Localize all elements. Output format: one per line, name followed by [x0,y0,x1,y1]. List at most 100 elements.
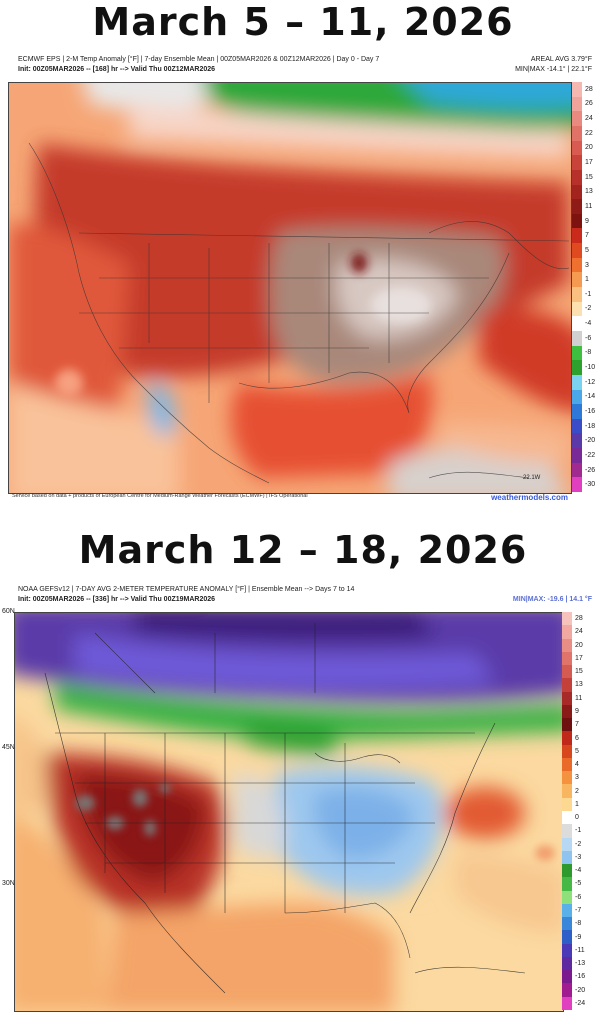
ecmwf-colorbar-label: 13 [585,188,593,196]
ecmwf-min-max: MIN|MAX -14.1° | 22.1°F [515,66,592,73]
ecmwf-colorbar-swatch [572,345,582,361]
ecmwf-colorbar-swatch [572,213,582,229]
ecmwf-colorbar-label: -18 [585,422,596,430]
gefs-colorbar-label: 17 [575,654,583,662]
ecmwf-colorbar-label: 20 [585,144,593,152]
gefs-colorbar-label: -11 [575,946,585,954]
ecmwf-colorbar-swatch [572,96,582,112]
gefs-colorbar-swatch [562,718,572,732]
ecmwf-colorbar-swatch [572,272,582,288]
gefs-colorbar-label: 13 [575,681,583,689]
gefs-colorbar-swatch [562,665,572,679]
gefs-colorbar-swatch [562,890,572,905]
week2-title: March 12 – 18, 2026 [78,528,528,572]
gefs-colorbar-label: 20 [575,641,583,649]
gefs-colorbar-swatch [562,638,572,653]
gefs-colorbar-swatch [562,850,572,865]
gefs-colorbar: 28 24 20 17 15 13 11 9 7 6 5 4 3 2 1 0 -1 -2 -3 -4 -5 -6 -7 -8 -… [562,612,602,1011]
ecmwf-colorbar-label: -22 [585,451,596,459]
ecmwf-colorbar-label: -10 [585,364,596,372]
gefs-colorbar-label: 15 [575,668,583,676]
gefs-colorbar-swatch [562,704,572,719]
gefs-colorbar-swatch [562,864,572,878]
gefs-colorbar-label: 24 [575,628,583,636]
gefs-colorbar-swatch [562,811,572,825]
gefs-colorbar-label: 28 [575,615,583,623]
gefs-colorbar-label: -8 [575,920,582,928]
ecmwf-colorbar-label: 17 [585,159,593,167]
gefs-colorbar-swatch [562,612,572,626]
ecmwf-areal-avg: AREAL AVG 3.79°F [530,56,592,63]
ecmwf-header-line2: Init: 00Z05MAR2026 -- [168] hr --> Valid… [18,66,216,73]
gefs-colorbar-swatch [562,930,572,945]
gefs-panel: NOAA GEFSv12 | 7-DAY AVG 2-METER TEMPERA… [2,580,602,1012]
ecmwf-colorbar-swatch [572,184,582,200]
gefs-colorbar-label: -2 [575,840,582,848]
ecmwf-colorbar-swatch [572,374,582,390]
ecmwf-panel: ECMWF EPS | 2-M Temp Anomaly [°F] | 7-da… [4,50,602,505]
gefs-colorbar-label: -4 [575,867,582,875]
gefs-colorbar-label: -24 [575,999,586,1007]
ecmwf-colorbar-swatch [572,125,582,142]
ecmwf-colorbar-swatch [572,287,582,303]
gefs-colorbar-swatch [562,771,572,785]
ecmwf-colorbar-label: -14 [585,393,596,401]
gefs-colorbar-label: 2 [575,787,579,795]
ecmwf-colorbar-swatch [572,462,582,478]
ecmwf-colorbar-swatch [572,389,582,405]
gefs-colorbar-label: -3 [575,853,582,861]
ecmwf-colorbar-label: -12 [585,378,596,386]
ecmwf-colorbar-label: 28 [585,85,593,93]
gefs-colorbar-swatch [562,837,572,852]
gefs-colorbar-label: 5 [575,747,579,755]
ecmwf-colorbar-label: 5 [585,246,589,254]
ecmwf-colorbar-label: -2 [585,305,592,313]
ecmwf-colorbar-swatch [572,404,582,420]
gefs-colorbar-label: -1 [575,827,582,835]
ecmwf-colorbar-label: -1 [585,290,592,298]
ecmwf-colorbar-swatch [572,433,582,449]
gefs-colorbar-swatch [562,744,572,759]
ecmwf-colorbar-label: 1 [585,276,589,284]
ecmwf-colorbar-label: -16 [585,407,596,415]
ecmwf-colorbar-swatch [572,155,582,171]
ecmwf-colorbar-label: -4 [585,320,592,328]
gefs-colorbar-swatch [562,943,572,958]
gefs-colorbar-swatch [562,691,572,706]
ecmwf-colorbar-swatch [572,257,582,273]
ecmwf-colorbar-label: -30 [585,481,596,489]
gefs-colorbar-swatch [562,651,572,666]
ecmwf-colorbar-label: 24 [585,115,593,123]
ecmwf-colorbar-swatch [572,140,582,156]
ecmwf-colorbar-label: 9 [585,217,589,225]
ecmwf-colorbar-swatch [572,418,582,434]
gefs-colorbar-label: -7 [575,907,582,914]
ecmwf-colorbar-swatch [572,169,582,185]
gefs-colorbar-swatch [562,784,572,799]
gefs-colorbar-label: -16 [575,973,586,981]
ecmwf-colorbar-swatch [572,448,582,464]
lat-label-30n: 30N [2,880,15,887]
ecmwf-colorbar-swatch [572,111,582,127]
ecmwf-colorbar-swatch [572,301,582,317]
ecmwf-colorbar-swatch [572,477,582,493]
gefs-colorbar-swatch [562,757,572,772]
gefs-header-line1: NOAA GEFSv12 | 7-DAY AVG 2-METER TEMPERA… [18,586,355,593]
gefs-colorbar-label: 7 [575,721,579,729]
week1-title: March 5 – 11, 2026 [92,0,514,44]
gefs-colorbar-label: 1 [575,800,579,808]
ecmwf-colorbar-swatch [572,360,582,376]
gefs-colorbar-swatch [562,996,572,1011]
gefs-colorbar-swatch [562,970,572,984]
gefs-colorbar-swatch [562,824,572,839]
gefs-colorbar-swatch [562,903,572,918]
gefs-colorbar-label: -13 [575,960,586,968]
gefs-colorbar-swatch [562,625,572,640]
gefs-colorbar-swatch [562,917,572,931]
gefs-colorbar-label: -9 [575,933,582,941]
ecmwf-colorbar-swatch [572,228,582,244]
lat-label-60n: 60N [2,608,15,615]
gefs-colorbar-swatch [562,678,572,693]
gefs-colorbar-label: -6 [575,893,582,901]
gefs-colorbar-label: 4 [575,761,579,769]
